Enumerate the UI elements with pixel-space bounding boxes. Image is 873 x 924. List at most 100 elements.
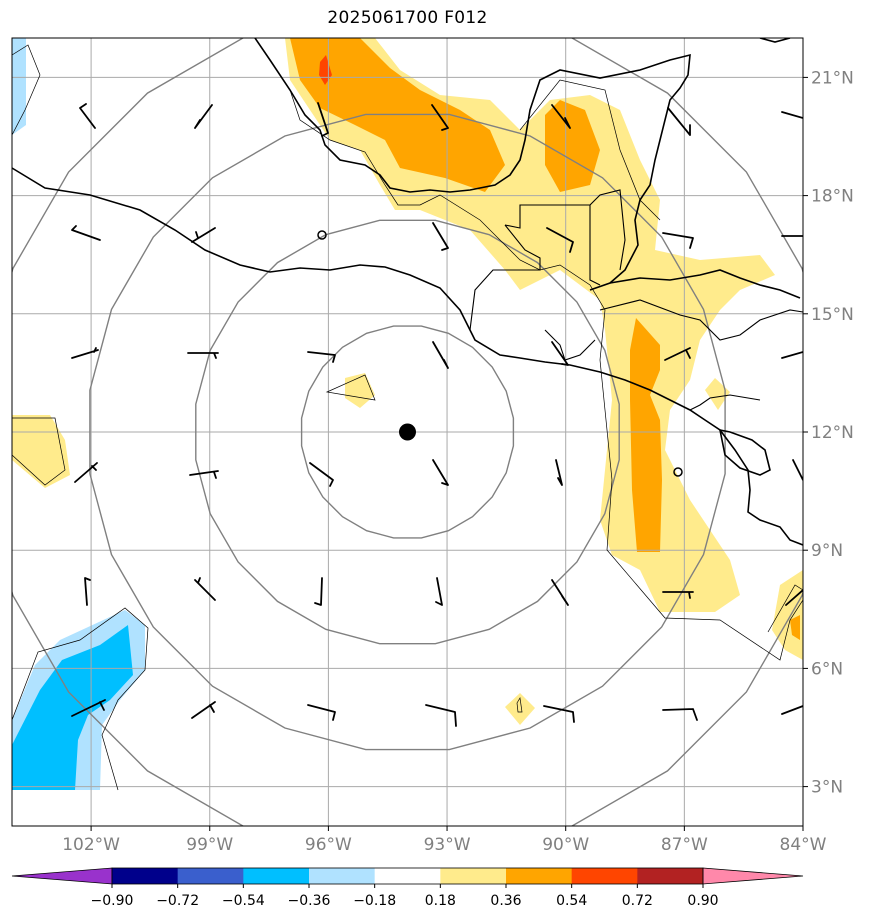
wind-barb — [71, 699, 106, 717]
wind-barb — [555, 459, 563, 486]
lat-tick-label: 9°N — [811, 541, 843, 561]
positive-shading-small-2 — [505, 693, 535, 725]
wind-barb — [431, 104, 449, 131]
wind-barb — [79, 103, 96, 129]
wind-barb — [551, 104, 571, 129]
lon-tick-label: 87°W — [661, 835, 708, 855]
colorbar-tick-label: −0.18 — [353, 893, 396, 909]
wind-barb — [194, 577, 216, 601]
range-ring — [195, 219, 620, 645]
wind-barb — [314, 577, 323, 606]
wind-barb — [435, 577, 443, 606]
border-honduras — [599, 299, 803, 341]
outline-east — [519, 79, 661, 221]
lat-tick-label: 3°N — [811, 778, 843, 798]
colorbar-segment — [637, 868, 704, 884]
colorbar-frame — [111, 867, 704, 885]
border-guatemala-north — [504, 204, 601, 286]
storm-center-marker — [399, 423, 416, 441]
coast-caribbean — [609, 269, 801, 299]
wind-barb — [432, 341, 449, 369]
colorbar-segment — [374, 868, 441, 884]
lon-tick-label: 93°W — [424, 835, 471, 855]
wind-barb — [667, 107, 691, 136]
wind-barb — [309, 462, 334, 487]
wind-barb — [189, 470, 219, 479]
range-rings — [12, 38, 803, 826]
wind-barb — [307, 704, 336, 721]
colorbar-segment — [440, 868, 507, 884]
wind-barb — [792, 459, 803, 481]
colorbar-segment — [571, 868, 638, 884]
wind-barb — [551, 579, 569, 606]
coast-pacific — [12, 167, 803, 546]
outline-west — [12, 417, 66, 486]
range-ring — [300, 325, 515, 539]
lon-tick-label: 96°W — [305, 835, 352, 855]
outline-se — [767, 584, 803, 633]
wind-barb — [664, 347, 691, 361]
colorbar-segment — [112, 868, 179, 884]
wind-barb — [551, 341, 569, 366]
lat-tick-label: 12°N — [811, 423, 854, 443]
colorbar-extend-low — [11, 867, 113, 885]
wind-barb — [432, 222, 449, 251]
wind-barb — [432, 459, 449, 486]
lat-tick-label: 15°N — [811, 305, 854, 325]
shading-layer — [12, 38, 803, 790]
border-nicaragua — [689, 394, 761, 411]
lon-tick-label: 102°W — [62, 835, 120, 855]
wind-barb — [543, 705, 575, 723]
border-el-salvador — [544, 329, 596, 361]
wind-barb — [74, 462, 98, 483]
border-belize — [589, 189, 626, 271]
positive-shading-small-1 — [345, 373, 375, 408]
coast-ne — [759, 38, 791, 43]
colorbar-tick-label: −0.36 — [288, 893, 331, 909]
orange-shading-central — [630, 318, 662, 552]
orange-shading-se — [790, 615, 800, 640]
wind-barb — [307, 351, 336, 363]
wind-barb — [187, 352, 219, 359]
negative-shading-dark — [12, 625, 133, 790]
lon-tick-label: 84°W — [780, 835, 827, 855]
colorbar-tick-label: 0.90 — [687, 893, 718, 909]
lon-tick-label: 90°W — [542, 835, 589, 855]
wind-barb — [781, 351, 803, 359]
wind-barb — [662, 708, 698, 721]
outline-negative — [12, 607, 149, 791]
colorbar-tick-label: 0.54 — [556, 893, 587, 909]
wind-barb — [781, 705, 803, 715]
colorbar-segment — [243, 868, 310, 884]
borders — [469, 189, 803, 411]
colorbar: −0.90 −0.72 −0.54 −0.36 −0.18 0.18 0.36 0.54 0.7… — [11, 867, 804, 909]
positive-shading-small-3 — [705, 378, 730, 410]
range-ring — [89, 113, 726, 751]
lat-tick-label: 18°N — [811, 187, 854, 207]
wind-barb — [71, 347, 99, 359]
lon-tick-label: 99°W — [186, 835, 233, 855]
calm-wind-marker — [673, 467, 683, 477]
colorbar-segment — [177, 868, 244, 884]
wind-barb — [662, 591, 694, 599]
wind-barbs — [71, 102, 803, 727]
wind-barb — [191, 701, 216, 719]
positive-shading-west — [12, 415, 70, 488]
colorbar-tick-label: −0.72 — [156, 893, 199, 909]
colorbar-tick-label: 0.72 — [622, 893, 653, 909]
wind-barb — [781, 111, 803, 119]
colorbar-segment — [309, 868, 376, 884]
graticule — [12, 38, 803, 826]
outline-tiny — [516, 696, 523, 713]
wind-barb — [785, 589, 803, 606]
positive-shading-se — [772, 570, 803, 660]
wind-barb — [191, 227, 216, 243]
wind-barb — [71, 225, 101, 241]
lat-tick-label: 6°N — [811, 659, 843, 679]
lake-nicaragua — [718, 428, 771, 476]
lat-tick-label: 21°N — [811, 68, 854, 88]
latitude-labels: 3°N 6°N 9°N 12°N 15°N 18°N 21°N — [803, 68, 854, 798]
wind-barb — [546, 227, 574, 253]
range-ring — [12, 38, 803, 826]
